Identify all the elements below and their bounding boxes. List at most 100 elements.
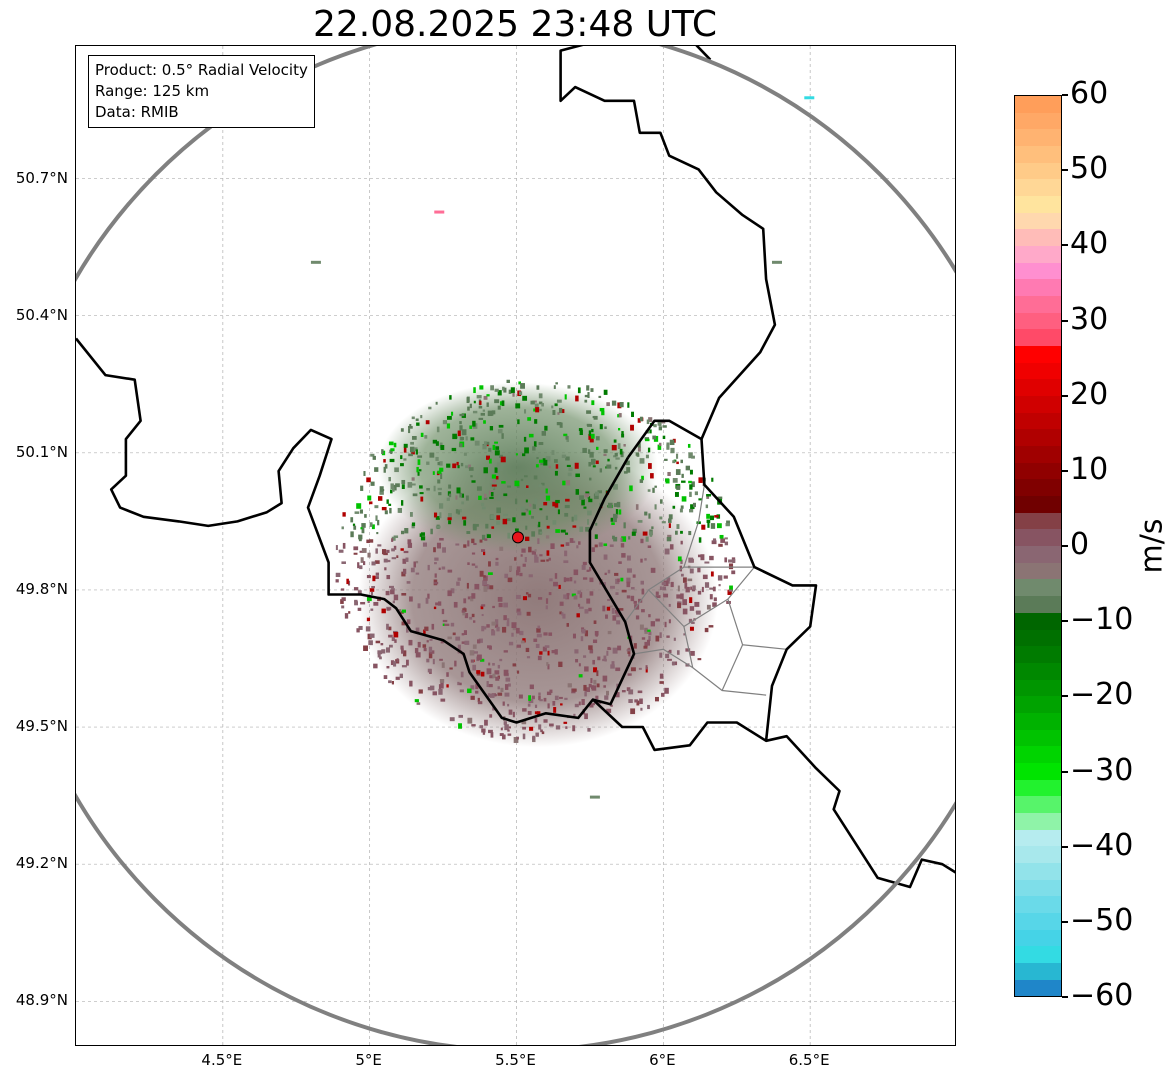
echo-pixel (389, 458, 395, 463)
echo-pixel (546, 559, 549, 562)
echo-pixel (708, 625, 714, 628)
colorbar-segment (1015, 296, 1061, 313)
radar-map[interactable] (75, 45, 956, 1046)
echo-pixel (465, 465, 469, 469)
echo-pixel (565, 480, 571, 486)
echo-pixel (470, 695, 475, 700)
echo-pixel (606, 464, 612, 469)
echo-pixel (476, 395, 482, 399)
echo-pixel (641, 609, 645, 613)
echo-pixel (673, 637, 676, 641)
echo-pixel (415, 560, 419, 564)
echo-pixel (401, 484, 405, 490)
echo-pixel (522, 395, 528, 401)
echo-pixel (457, 430, 461, 437)
echo-pixel (515, 403, 521, 409)
echo-pixel (597, 656, 601, 661)
echo-pixel (496, 515, 501, 520)
echo-pixel (501, 433, 504, 439)
colorbar-tick-label: −60 (1070, 978, 1134, 1013)
echo-pixel (664, 548, 670, 555)
colorbar-segment (1015, 562, 1061, 580)
echo-pixel (461, 501, 465, 505)
echo-pixel (446, 415, 452, 420)
echo-pixel (442, 623, 446, 626)
echo-pixel (485, 443, 489, 447)
echo-pixel (388, 441, 394, 446)
echo-pixel (504, 684, 509, 690)
echo-pixel (459, 425, 463, 431)
echo-pixel (463, 598, 467, 604)
echo-pixel (377, 653, 381, 658)
echo-pixel (522, 733, 526, 740)
echo-pixel (486, 668, 492, 675)
echo-pixel (352, 523, 356, 527)
echo-pixel (579, 526, 584, 532)
echo-pixel (438, 688, 443, 695)
echo-pixel (435, 441, 439, 446)
echo-pixel (391, 548, 395, 552)
echo-pixel (435, 401, 438, 405)
colorbar-segment (1015, 429, 1061, 447)
echo-pixel (462, 611, 466, 616)
echo-pixel (384, 567, 387, 571)
echo-pixel (652, 435, 657, 440)
echo-pixel (367, 552, 371, 558)
echo-pixel (477, 697, 480, 703)
colorbar-tick-mark (1062, 920, 1068, 923)
echo-pixel (623, 471, 628, 474)
echo-pixel (487, 693, 491, 698)
echo-pixel (538, 695, 541, 701)
echo-pixel (393, 545, 397, 550)
echo-pixel (565, 594, 570, 600)
echo-pixel (341, 526, 344, 530)
echo-pixel (569, 538, 574, 543)
echo-pixel (488, 561, 491, 567)
echo-pixel (429, 452, 435, 458)
echo-pixel (358, 625, 363, 630)
echo-pixel (439, 512, 442, 519)
echo-pixel (545, 598, 549, 604)
echo-pixel (494, 624, 499, 628)
echo-pixel (514, 528, 519, 532)
echo-pixel (470, 659, 475, 663)
echo-pixel (503, 387, 507, 393)
colorbar-segment (1015, 379, 1061, 397)
echo-pixel (543, 719, 548, 723)
echo-pixel (408, 639, 413, 646)
echo-pixel (611, 661, 615, 667)
echo-pixel (419, 485, 423, 489)
echo-pixel (369, 522, 373, 527)
echo-pixel (497, 692, 503, 696)
echo-pixel (589, 703, 594, 708)
echo-pixel (459, 682, 462, 686)
echo-pixel (434, 573, 437, 578)
echo-pixel (487, 645, 492, 649)
echo-pixel (438, 684, 441, 690)
echo-pixel (648, 417, 653, 422)
echo-pixel (368, 640, 373, 646)
echo-pixel (426, 461, 430, 465)
echo-pixel (539, 508, 543, 511)
echo-pixel (579, 495, 584, 500)
colorbar-segment (1015, 479, 1061, 497)
echo-pixel (566, 592, 570, 596)
echo-pixel (516, 566, 521, 573)
echo-pixel (576, 545, 579, 549)
echo-pixel (689, 568, 694, 574)
echo-pixel (532, 446, 536, 451)
echo-pixel (596, 701, 602, 705)
echo-pixel (497, 494, 501, 501)
colorbar-segment (1015, 946, 1061, 963)
echo-pixel (615, 578, 620, 585)
echo-pixel (626, 687, 631, 692)
echo-pixel (637, 690, 643, 694)
echo-pixel (381, 449, 384, 454)
echo-pixel (552, 410, 556, 415)
echo-pixel (393, 484, 397, 491)
echo-pixel (611, 444, 617, 451)
echo-pixel (537, 597, 543, 600)
echo-pixel (546, 550, 550, 556)
echo-pixel (471, 538, 475, 544)
echo-pixel (388, 476, 391, 482)
